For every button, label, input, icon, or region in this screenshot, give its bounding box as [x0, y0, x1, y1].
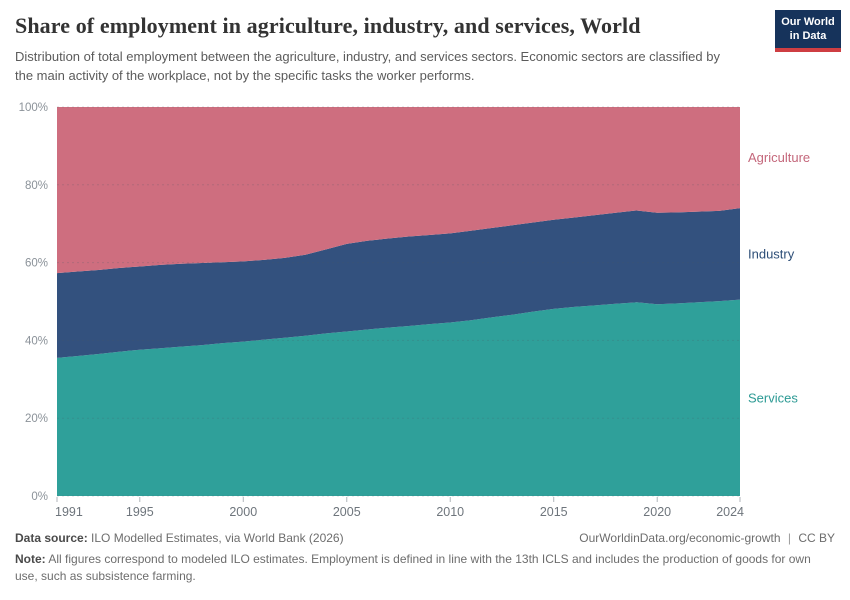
- y-tick-label-20: 20%: [25, 413, 48, 425]
- attribution-separator: |: [787, 531, 791, 545]
- y-tick-label-80: 80%: [25, 180, 48, 192]
- chart-note: Note: All figures correspond to modeled …: [15, 551, 835, 585]
- x-tick-label-2024: 2024: [716, 505, 744, 519]
- owid-logo[interactable]: Our World in Data: [775, 10, 841, 52]
- chart-footer: Data source: ILO Modelled Estimates, via…: [15, 531, 835, 585]
- data-source-text: ILO Modelled Estimates, via World Bank (…: [91, 531, 344, 545]
- series-label-agriculture: Agriculture: [748, 150, 810, 165]
- area-agriculture[interactable]: [57, 107, 740, 274]
- chart-note-text: All figures correspond to modeled ILO es…: [15, 552, 811, 583]
- y-axis-labels: 0% 20% 40% 60% 80% 100%: [19, 102, 48, 503]
- chart-subtitle: Distribution of total employment between…: [15, 49, 720, 83]
- y-tick-label-40: 40%: [25, 335, 48, 347]
- owid-url-link[interactable]: OurWorldinData.org/economic-growth: [579, 531, 781, 545]
- owid-logo-line2: in Data: [789, 30, 827, 43]
- stacked-area-chart: 0% 20% 40% 60% 80% 100% 1991 1995 2000 2005 2010 20…: [19, 102, 811, 519]
- data-source: Data source: ILO Modelled Estimates, via…: [15, 531, 344, 545]
- chart-note-label: Note:: [15, 552, 46, 566]
- y-tick-label-0: 0%: [31, 491, 48, 503]
- series-labels: Services Industry Agriculture: [748, 150, 810, 405]
- x-tick-label-1991: 1991: [55, 505, 83, 519]
- area-services[interactable]: [57, 299, 740, 496]
- area-industry[interactable]: [57, 208, 740, 358]
- x-tick-label-2020: 2020: [643, 505, 671, 519]
- x-tick-label-2010: 2010: [436, 505, 464, 519]
- chart-header: Share of employment in agriculture, indu…: [15, 13, 765, 86]
- y-tick-label-100: 100%: [19, 102, 48, 114]
- x-tick-label-1995: 1995: [126, 505, 154, 519]
- y-tick-label-60: 60%: [25, 258, 48, 270]
- x-axis: 1991 1995 2000 2005 2010 2015 2020 2024: [55, 497, 744, 519]
- attribution: OurWorldinData.org/economic-growth | CC …: [579, 531, 835, 545]
- x-tick-label-2015: 2015: [540, 505, 568, 519]
- x-tick-label-2000: 2000: [229, 505, 257, 519]
- owid-logo-line1: Our World: [781, 16, 835, 28]
- page-title: Share of employment in agriculture, indu…: [15, 13, 641, 38]
- data-source-label: Data source:: [15, 531, 88, 545]
- gridlines: [57, 106, 740, 497]
- x-tick-label-2005: 2005: [333, 505, 361, 519]
- series-label-industry: Industry: [748, 246, 795, 261]
- license-link[interactable]: CC BY: [798, 531, 835, 545]
- series-label-services: Services: [748, 390, 798, 405]
